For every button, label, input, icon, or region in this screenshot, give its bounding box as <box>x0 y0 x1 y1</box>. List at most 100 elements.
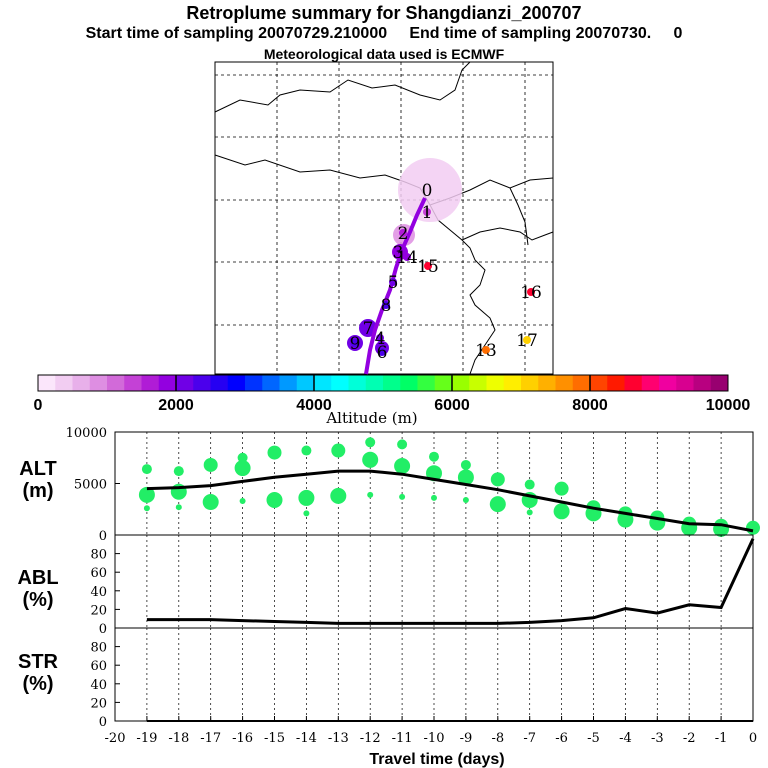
y-tick-label: 20 <box>90 696 107 711</box>
y-tick-label: 80 <box>90 641 107 656</box>
cluster-point <box>426 465 442 482</box>
x-tick-label: -15 <box>264 731 285 746</box>
colorbar-cell <box>210 375 229 391</box>
cluster-point <box>460 459 471 470</box>
colorbar-cell <box>641 375 660 391</box>
x-axis-label: Travel time (days) <box>369 751 504 768</box>
y-tick-label: 0 <box>99 622 107 637</box>
map-marker-dot <box>364 324 372 332</box>
colorbar-cell <box>710 375 729 391</box>
colorbar-cell <box>607 375 625 391</box>
cluster-point <box>746 520 760 535</box>
cluster-point <box>554 481 569 496</box>
x-tick-label: -6 <box>555 731 568 746</box>
map-marker-label: 13 <box>475 341 497 361</box>
x-tick-label: -7 <box>523 731 536 746</box>
colorbar-tick-label: 10000 <box>706 397 751 414</box>
colorbar-cell <box>572 375 591 391</box>
colorbar-cell <box>227 375 246 391</box>
cluster-point <box>431 494 437 501</box>
colorbar-tick-label: 6000 <box>434 397 470 414</box>
cluster-point <box>141 464 152 475</box>
colorbar-cell <box>383 375 401 391</box>
abl-label-unit: (%) <box>22 589 54 611</box>
colorbar-ticks: 0 2000 4000 6000 8000 10000 <box>34 375 751 414</box>
colorbar-cell <box>365 375 384 391</box>
colorbar-cell <box>417 375 436 391</box>
colorbar-label: Altitude (m) <box>325 409 417 427</box>
x-tick-label: -5 <box>587 731 600 746</box>
map-marker-dot <box>378 348 386 356</box>
str-yticks: 0 20 40 60 80 <box>90 641 120 730</box>
y-tick-label: 5000 <box>74 478 107 493</box>
alt-line <box>146 469 754 533</box>
y-tick-label: 0 <box>99 529 107 544</box>
colorbar-cell <box>590 375 608 391</box>
map-marker-dot <box>482 346 490 354</box>
map-marker-label: 4 <box>375 329 386 349</box>
abl-gridlines <box>146 535 722 628</box>
map-marker-dot <box>382 301 390 309</box>
colorbar-cell <box>279 375 298 391</box>
cluster-point <box>173 466 184 477</box>
colorbar-cell <box>486 375 505 391</box>
x-tick-label: -17 <box>200 731 221 746</box>
cluster-point <box>138 486 155 503</box>
colorbar-cell <box>193 375 211 391</box>
colorbar-cell <box>158 375 177 391</box>
str-label-unit: (%) <box>22 673 54 695</box>
colorbar-cell <box>659 375 677 391</box>
y-tick-label: 40 <box>90 585 107 600</box>
map-marker-dot <box>376 334 384 342</box>
cluster-point <box>367 491 374 498</box>
start-time-label: Start time of sampling 20070729.210000 <box>85 25 388 42</box>
map-marker-dot <box>403 253 411 261</box>
x-tick-label: -1 <box>715 731 728 746</box>
x-tick-label: -10 <box>424 731 445 746</box>
map-marker-label: 5 <box>388 273 399 293</box>
colorbar-cell <box>503 375 522 391</box>
x-tick-label: -3 <box>651 731 664 746</box>
alt-label-unit: (m) <box>22 480 54 502</box>
cluster-point <box>489 496 506 513</box>
x-tick-label: -14 <box>296 731 317 746</box>
cluster-point <box>429 451 439 462</box>
cluster-point <box>331 443 346 458</box>
alt-panel-label: ALT (m) <box>8 458 68 502</box>
alt-yticks: 0 5000 10000 <box>66 426 120 544</box>
colorbar-cell <box>176 375 194 391</box>
str-panel-label: STR (%) <box>8 651 68 695</box>
colorbar-cell <box>38 375 56 391</box>
colorbar-cell <box>693 375 712 391</box>
met-data-label: Meteorological data used is ECMWF <box>263 46 505 62</box>
str-label-name: STR <box>18 651 58 673</box>
map-marker-label: 14 <box>396 248 418 268</box>
end-time-label: End time of sampling 20070730. <box>409 25 652 42</box>
y-tick-label: 60 <box>90 659 107 674</box>
colorbar-cell <box>348 375 367 391</box>
map-marker-label: 2 <box>398 224 409 244</box>
colorbar-cell <box>331 375 349 391</box>
map-marker-label: 1 <box>422 203 433 223</box>
alt-label-name: ALT <box>19 458 57 480</box>
cluster-point <box>143 505 150 512</box>
alt-panel: 0 5000 10000 <box>66 426 760 544</box>
y-tick-label: 20 <box>90 603 107 618</box>
abl-label-name: ABL <box>17 567 59 589</box>
cluster-point <box>397 439 408 450</box>
map-marker-label: 3 <box>393 243 404 263</box>
chart-title: Retroplume summary for Shangdianzi_20070… <box>186 3 582 23</box>
colorbar-cell <box>452 375 470 391</box>
colorbar-cell <box>400 375 418 391</box>
colorbar-cell <box>262 375 280 391</box>
x-tick-label: -11 <box>392 731 413 746</box>
map-marker-dot <box>527 288 535 296</box>
colorbar-cell <box>141 375 160 391</box>
map-marker-label: 7 <box>363 319 374 339</box>
cluster-point <box>237 452 248 463</box>
cluster-point <box>462 496 469 503</box>
colorbar-tick-label: 8000 <box>572 397 608 414</box>
cluster-point <box>303 510 310 517</box>
colorbar-cell <box>296 375 315 391</box>
